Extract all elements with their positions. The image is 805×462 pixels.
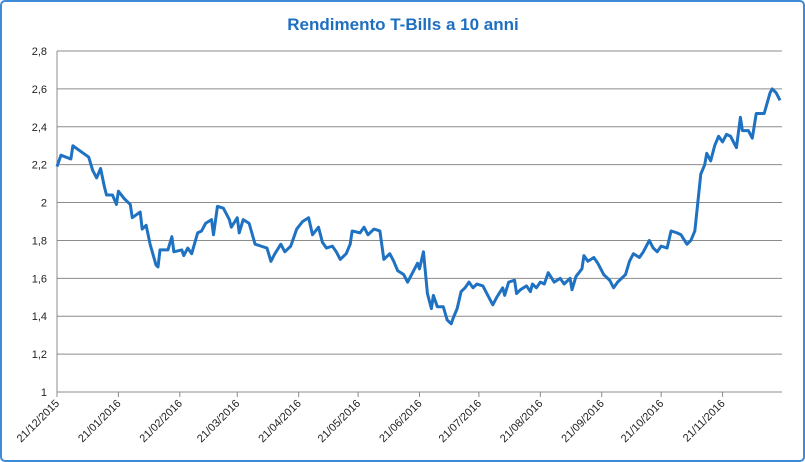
y-tick-label: 1: [41, 387, 47, 399]
y-tick-label: 1,4: [32, 311, 47, 323]
series-line: [55, 87, 782, 326]
y-tick-label: 2,6: [32, 84, 47, 96]
y-tick-label: 1,8: [32, 235, 47, 247]
y-tick-label: 2,2: [32, 160, 47, 172]
y-tick-label: 2: [41, 198, 47, 210]
y-tick-label: 1,2: [32, 349, 47, 361]
y-tick-label: 1,6: [32, 273, 47, 285]
y-tick-label: 2,4: [32, 122, 47, 134]
y-tick-label: 2,8: [32, 46, 47, 58]
chart-title: Rendimento T-Bills a 10 anni: [287, 15, 518, 34]
